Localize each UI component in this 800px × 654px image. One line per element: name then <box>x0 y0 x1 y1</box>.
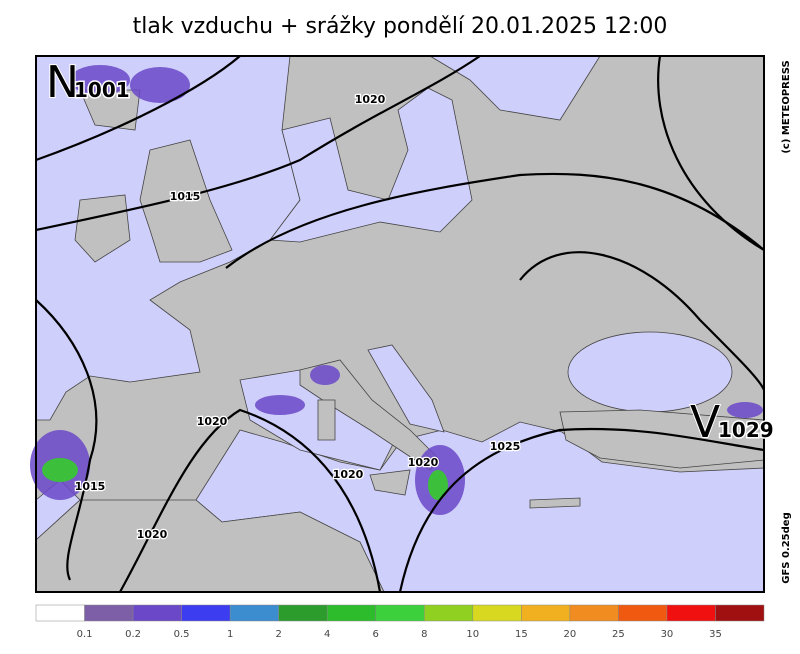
copyright: (c) METEOPRESS <box>781 60 792 153</box>
precipitation <box>428 470 448 500</box>
legend-label: 0.5 <box>174 629 190 640</box>
legend-swatch <box>569 604 619 622</box>
isobar <box>657 55 765 251</box>
legend-swatch <box>715 604 765 622</box>
legend-swatch <box>375 604 425 622</box>
map-title: tlak vzduchu + srážky pondělí 20.01.2025… <box>133 14 668 39</box>
legend-label: 15 <box>515 629 528 640</box>
legend-swatch <box>132 604 182 622</box>
north-sea-baltic <box>269 87 473 243</box>
color-legend: 0.1 0.2 0.5 1 2 4 6 8 10 15 20 25 30 35 <box>35 604 765 640</box>
center-letter: N <box>46 57 79 108</box>
legend-swatch <box>181 604 231 622</box>
legend-label: 25 <box>612 629 625 640</box>
legend-swatch <box>326 604 376 622</box>
legend-swatch <box>472 604 522 622</box>
legend-label: 0.1 <box>77 629 93 640</box>
legend-label: 20 <box>563 629 576 640</box>
isobar-label: 1020 <box>408 456 439 469</box>
legend-label: 10 <box>466 629 479 640</box>
isobar-labels: 1020 1015 1020 1015 1020 1020 1020 1025 <box>73 92 521 543</box>
precipitation <box>70 65 130 95</box>
isobar <box>35 299 98 581</box>
isobar <box>519 251 766 391</box>
legend-swatch <box>424 604 474 622</box>
legend-swatch <box>35 604 85 622</box>
precipitation <box>727 402 763 418</box>
precipitation <box>255 395 305 415</box>
legend-swatch <box>666 604 716 622</box>
crete <box>529 497 581 509</box>
legend-label: 2 <box>275 629 281 640</box>
precipitation <box>130 67 190 103</box>
legend-label: 4 <box>324 629 330 640</box>
isobar-label: 1020 <box>333 468 364 481</box>
legend-label: 1 <box>227 629 233 640</box>
isobar <box>398 427 765 593</box>
center-value: 1029 <box>718 418 774 442</box>
adriatic <box>367 344 445 433</box>
legend-swatch <box>278 604 328 622</box>
center-letter: V <box>690 397 720 448</box>
map-frame <box>35 55 765 593</box>
model-label: GFS 0.25deg <box>781 512 792 584</box>
isobar-label: 1015 <box>75 480 106 493</box>
isobar-label: 1020 <box>137 528 168 541</box>
legend-label: 0.2 <box>125 629 141 640</box>
sardinia <box>317 399 336 441</box>
isobar <box>35 55 481 232</box>
isobar <box>35 55 241 162</box>
sicily <box>369 469 411 496</box>
map <box>30 55 766 593</box>
isobar-label: 1020 <box>197 415 228 428</box>
precipitation <box>42 458 78 482</box>
isobar-label: 1015 <box>170 190 201 203</box>
isobar <box>119 408 382 593</box>
turkey <box>559 409 765 469</box>
isobar-label: 1025 <box>490 440 521 453</box>
legend-swatch <box>521 604 571 622</box>
isobar <box>225 172 765 269</box>
isobar-label: 1020 <box>355 93 386 106</box>
legend-swatch <box>229 604 279 622</box>
legend-swatch <box>84 604 134 622</box>
legend-label: 6 <box>373 629 379 640</box>
britain <box>139 139 233 263</box>
precipitation <box>310 365 340 385</box>
legend-label: 35 <box>709 629 722 640</box>
legend-label: 30 <box>661 629 674 640</box>
center-value: 1001 <box>74 78 130 102</box>
legend-label: 8 <box>421 629 427 640</box>
legend-swatch <box>618 604 668 622</box>
